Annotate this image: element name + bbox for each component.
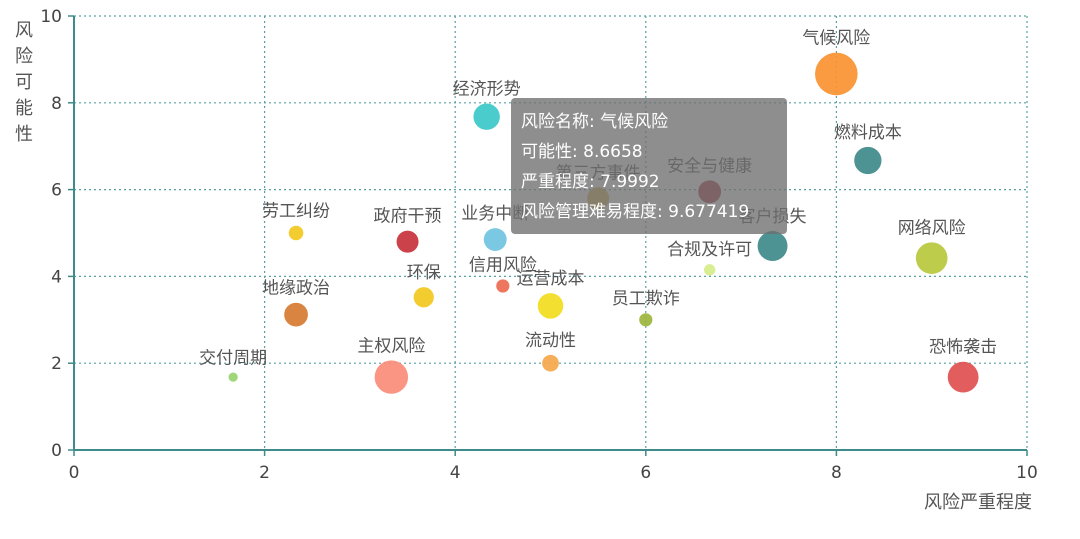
tooltip-name: 风险名称: 气候风险 [521, 112, 669, 132]
x-tick-label: 6 [640, 463, 651, 483]
point-label: 燃料成本 [834, 123, 902, 143]
data-tooltip: 风险名称: 气候风险 可能性: 8.6658 严重程度: 7.9992 风险管理… [511, 98, 787, 234]
x-tick-label: 8 [831, 463, 842, 483]
data-point [854, 146, 882, 175]
x-tick-label: 10 [1016, 463, 1038, 483]
data-point [396, 230, 419, 253]
y-axis-title-char: 可 [15, 72, 33, 93]
data-point [639, 313, 653, 327]
data-point [374, 360, 409, 394]
y-axis-title-char: 险 [15, 46, 33, 67]
x-tick-label: 2 [259, 463, 270, 483]
x-tick-label: 4 [450, 463, 461, 483]
point-label: 流动性 [525, 331, 576, 351]
point-label: 合规及许可 [667, 240, 752, 260]
data-point [228, 372, 238, 382]
axes [68, 15, 1028, 456]
point-label: 信用风险 [469, 255, 537, 275]
data-point [542, 354, 559, 372]
tick-labels: 0 2 4 6 8 10 0 2 4 6 8 10 [40, 7, 1037, 483]
x-tick-label: 0 [69, 463, 80, 483]
point-label: 员工欺诈 [612, 289, 680, 309]
point-label: 运营成本 [517, 269, 585, 289]
data-point [288, 225, 304, 241]
point-label: 主权风险 [357, 336, 425, 356]
data-point [496, 279, 510, 293]
y-tick-label: 2 [51, 354, 62, 374]
data-point [284, 302, 308, 327]
y-axis-title-char: 能 [15, 98, 33, 119]
y-tick-label: 6 [51, 181, 62, 201]
point-label: 交付周期 [199, 348, 267, 368]
point-label: 网络风险 [898, 218, 966, 238]
data-point [915, 242, 948, 275]
point-label: 经济形势 [453, 79, 521, 99]
data-point [703, 264, 716, 276]
y-tick-label: 8 [51, 94, 62, 114]
y-tick-label: 10 [40, 7, 62, 27]
point-label: 气候风险 [802, 29, 870, 49]
point-label: 政府干预 [374, 207, 442, 227]
y-axis-title-char: 性 [15, 124, 33, 145]
tooltip-likelihood: 可能性: 8.6658 [521, 142, 643, 162]
data-point [757, 231, 788, 261]
data-points [228, 52, 979, 394]
tooltip-severity: 严重程度: 7.9992 [521, 172, 660, 192]
y-tick-label: 4 [51, 267, 62, 287]
data-point [815, 52, 858, 96]
data-point [947, 361, 979, 393]
point-label: 恐怖袭击 [929, 338, 997, 358]
y-tick-label: 0 [51, 441, 62, 461]
point-label: 劳工纠纷 [262, 202, 330, 222]
x-axis-title: 风险严重程度 [924, 492, 1032, 513]
y-axis-title-char: 风 [15, 20, 33, 41]
data-point [473, 103, 500, 130]
data-point [413, 287, 434, 308]
tooltip-difficulty: 风险管理难易程度: 9.677419 [521, 202, 750, 222]
point-label: 地缘政治 [262, 279, 330, 299]
data-point [537, 293, 564, 319]
point-label: 环保 [407, 263, 441, 283]
data-point [483, 228, 507, 251]
